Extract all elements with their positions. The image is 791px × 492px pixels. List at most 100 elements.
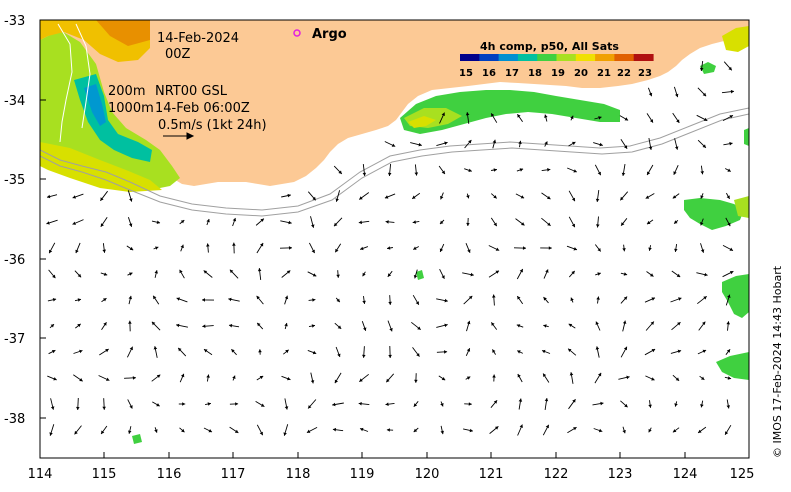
current-arrow	[488, 245, 500, 251]
current-arrow	[284, 295, 289, 305]
current-arrow	[697, 426, 707, 434]
current-arrow	[700, 400, 704, 408]
current-arrow	[647, 87, 653, 97]
current-arrow	[387, 163, 392, 177]
current-arrow	[541, 349, 551, 354]
current-arrow	[359, 373, 369, 383]
lon-tick-114: 114	[28, 467, 53, 482]
current-arrow	[74, 298, 82, 302]
current-arrow	[594, 244, 602, 252]
current-arrow	[128, 295, 132, 305]
current-arrow	[414, 373, 418, 383]
current-arrow	[359, 427, 369, 432]
current-arrow	[569, 372, 574, 384]
current-arrow	[101, 297, 107, 303]
current-arrow	[333, 165, 343, 175]
current-arrow	[465, 243, 471, 253]
current-arrow	[308, 298, 316, 302]
current-arrow	[722, 115, 734, 121]
current-arrow	[256, 295, 264, 305]
current-arrow	[464, 139, 472, 149]
lat-tick-35: -35	[4, 173, 25, 188]
current-arrow	[47, 375, 57, 381]
current-arrow	[151, 321, 161, 331]
current-arrow	[595, 321, 601, 331]
current-arrow	[413, 401, 419, 407]
sst-patch-south-warm2	[408, 116, 436, 128]
current-arrow	[518, 398, 523, 410]
current-arrow	[75, 242, 81, 254]
current-arrow	[152, 401, 160, 407]
current-arrow	[592, 401, 604, 406]
current-arrow	[596, 216, 600, 228]
current-arrow	[99, 348, 109, 356]
current-arrow	[307, 191, 317, 201]
current-arrow	[177, 347, 187, 357]
current-arrow	[205, 402, 211, 406]
current-arrow	[645, 193, 655, 199]
current-arrow	[334, 322, 342, 330]
current-arrow	[722, 245, 734, 251]
sst-colorbar-swatch	[498, 54, 519, 61]
current-arrow	[334, 243, 342, 253]
current-arrow	[541, 192, 551, 200]
current-arrow	[622, 320, 627, 332]
current-arrow	[256, 424, 264, 436]
current-arrow	[541, 217, 551, 227]
current-arrow	[101, 321, 107, 331]
current-arrow	[203, 270, 213, 278]
current-arrow	[542, 373, 550, 383]
current-arrow	[332, 427, 344, 432]
current-arrow	[618, 375, 630, 380]
current-arrow	[411, 321, 421, 331]
current-arrow	[645, 375, 655, 381]
current-arrow	[203, 427, 213, 433]
current-arrow	[336, 270, 340, 278]
sst-tick-18: 18	[528, 68, 542, 79]
current-arrow	[646, 219, 654, 225]
sst-tick-15: 15	[459, 68, 473, 79]
current-arrow	[700, 243, 705, 253]
current-arrow	[464, 402, 472, 406]
current-arrow	[310, 372, 315, 384]
current-arrow	[596, 296, 600, 304]
current-arrow	[307, 271, 317, 277]
current-arrow	[385, 220, 395, 224]
lon-tick-115: 115	[92, 467, 117, 482]
current-arrow	[74, 270, 82, 278]
current-arrow	[594, 372, 602, 384]
current-arrow	[128, 320, 132, 332]
isobath-1000m	[40, 113, 749, 217]
current-arrow	[673, 86, 679, 98]
isobath-west-2	[75, 23, 91, 129]
current-arrow	[567, 167, 577, 173]
current-arrow	[50, 398, 55, 410]
current-arrow	[645, 321, 655, 331]
current-arrow	[229, 402, 239, 406]
current-arrow	[726, 192, 730, 200]
current-arrow	[72, 219, 84, 225]
current-arrow	[465, 348, 471, 356]
current-arrow	[644, 348, 656, 356]
current-arrow	[697, 139, 707, 149]
current-arrow	[335, 190, 341, 202]
current-arrow	[124, 376, 136, 380]
current-arrow	[307, 399, 317, 409]
sst-patch-west-band	[40, 142, 162, 192]
current-arrow	[700, 218, 704, 226]
current-arrow	[516, 268, 524, 280]
current-arrow	[568, 141, 576, 147]
current-arrow	[258, 349, 262, 355]
current-arrow	[542, 424, 550, 436]
lat-tick-38: -38	[4, 412, 25, 427]
current-arrow	[228, 297, 240, 302]
current-arrow	[697, 87, 707, 97]
isobath-1000-label: 1000m	[108, 101, 154, 116]
current-arrow	[722, 270, 734, 278]
current-arrow	[438, 165, 446, 175]
sst-patch-south	[400, 90, 620, 134]
current-arrow	[256, 242, 264, 254]
current-arrow	[726, 399, 730, 409]
current-arrow	[595, 190, 600, 202]
